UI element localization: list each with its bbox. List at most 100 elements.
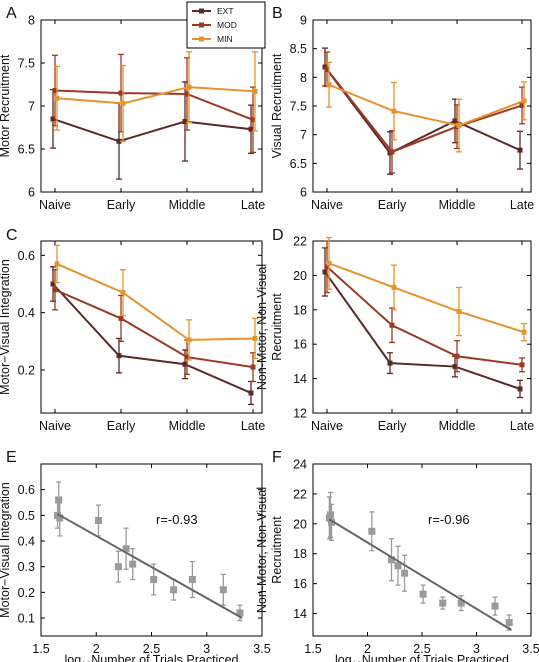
x-tick-label-late: Late bbox=[510, 419, 534, 433]
y-axis-label: Visual Recruitment bbox=[270, 53, 284, 158]
y-axis-label: Non-Motor, Non-Visual bbox=[255, 487, 269, 613]
y-tick-label: 7.5 bbox=[18, 57, 35, 71]
series-mod bbox=[324, 240, 525, 373]
series-line bbox=[52, 117, 252, 143]
x-tick-label-early: Early bbox=[378, 419, 407, 433]
data-point bbox=[517, 386, 523, 392]
data-point bbox=[150, 576, 158, 584]
data-point bbox=[322, 269, 328, 275]
x-tick-label-early: Early bbox=[378, 198, 407, 212]
chart-non-motor-recruitment: 12 14 16 18 20 22 Naive Early Middle Late Non-Moto… bbox=[255, 235, 534, 434]
data-point bbox=[52, 88, 58, 94]
data-point bbox=[252, 88, 258, 94]
panel-letter-c: C bbox=[6, 227, 18, 244]
x-tick-label-late: Late bbox=[241, 419, 265, 433]
series-min bbox=[54, 244, 258, 361]
series-min bbox=[326, 236, 527, 342]
scatter-points bbox=[325, 491, 513, 631]
panel-letter-f: F bbox=[272, 449, 282, 466]
data-point bbox=[52, 287, 58, 293]
panel-letter-a: A bbox=[6, 5, 17, 22]
data-point bbox=[54, 95, 60, 101]
data-point bbox=[387, 556, 395, 564]
series-ext bbox=[50, 266, 254, 406]
y-tick-label: 16 bbox=[293, 338, 307, 352]
x-tick-label-late: Late bbox=[510, 198, 534, 212]
y-tick-label: 7.5 bbox=[290, 100, 307, 114]
y-tick-label: 24 bbox=[293, 458, 307, 472]
data-point bbox=[491, 602, 499, 610]
y-axis-label: Motor−Visual Integration bbox=[0, 259, 12, 395]
data-point bbox=[184, 354, 190, 360]
x-tick-label-middle: Middle bbox=[439, 419, 476, 433]
x-tick-label-middle: Middle bbox=[169, 198, 206, 212]
legend-marker bbox=[199, 8, 204, 14]
y-tick-label: 9 bbox=[300, 14, 307, 28]
y-tick-label: 12 bbox=[293, 407, 307, 421]
y-axis-label: Motor Recruitment bbox=[0, 54, 12, 157]
data-point bbox=[454, 353, 460, 359]
series-mod bbox=[52, 269, 256, 383]
legend-marker bbox=[199, 22, 204, 28]
data-point bbox=[250, 117, 256, 123]
series-line bbox=[56, 86, 256, 105]
y-tick-label: 8 bbox=[300, 71, 307, 85]
data-point bbox=[391, 108, 397, 114]
data-point bbox=[186, 337, 192, 343]
y-tick-label: 20 bbox=[293, 269, 307, 283]
series-line bbox=[56, 263, 256, 341]
series-line bbox=[326, 68, 523, 154]
y-tick-label: 0.2 bbox=[18, 364, 35, 378]
y-tick-label: 22 bbox=[293, 487, 307, 501]
chart-motor-visual-integration: 0.2 0.4 0.6 Naive Early Middle Late Motor−Visua… bbox=[0, 240, 265, 433]
data-point bbox=[50, 116, 56, 122]
data-point bbox=[188, 576, 196, 584]
data-point bbox=[439, 599, 447, 607]
data-point bbox=[252, 335, 258, 341]
x-tick-label: 2 bbox=[364, 642, 371, 656]
series-min bbox=[326, 61, 527, 153]
x-tick-label-early: Early bbox=[107, 198, 136, 212]
y-tick-label: 0.6 bbox=[18, 483, 35, 497]
data-point bbox=[368, 527, 376, 535]
fit-line bbox=[328, 518, 512, 631]
x-tick-label: 3 bbox=[203, 642, 210, 656]
fit-line bbox=[57, 513, 243, 619]
y-tick-label: 18 bbox=[293, 303, 307, 317]
y-axis-label: Motor−Visual Integration bbox=[0, 482, 12, 618]
plot-frame bbox=[312, 19, 532, 193]
series-min bbox=[54, 51, 258, 142]
data-point bbox=[324, 264, 330, 270]
scatter-points bbox=[54, 481, 244, 622]
legend-marker bbox=[199, 36, 204, 42]
data-point bbox=[505, 619, 513, 627]
data-point bbox=[182, 361, 188, 367]
chart-recruitment-vs-trials: 14 16 18 20 22 24 1.5 2 2.5 3 3.5 r=-0.96 log10Numbe… bbox=[255, 458, 539, 662]
data-point bbox=[118, 315, 124, 321]
x-tick-label-late: Late bbox=[241, 198, 265, 212]
y-tick-label: 7 bbox=[300, 128, 307, 142]
plot-frame bbox=[312, 240, 532, 414]
y-tick-label: 6 bbox=[300, 186, 307, 200]
data-point bbox=[394, 562, 402, 570]
data-point bbox=[389, 149, 395, 155]
chart-integration-vs-trials: 0.1 0.2 0.3 0.4 0.5 0.6 1.5 2 2.5 3 3.5 r=-0.93 log1… bbox=[0, 463, 271, 662]
correlation-annotation: r=-0.96 bbox=[428, 512, 470, 527]
data-point bbox=[94, 516, 102, 524]
x-tick-label-middle: Middle bbox=[439, 198, 476, 212]
x-tick-label: 2.5 bbox=[143, 642, 160, 656]
x-tick-label: 2.5 bbox=[413, 642, 430, 656]
x-tick-label-early: Early bbox=[107, 419, 136, 433]
y-tick-label: 16 bbox=[293, 577, 307, 591]
y-tick-label: 0.2 bbox=[18, 586, 35, 600]
y-tick-label: 22 bbox=[293, 235, 307, 249]
y-tick-label: 14 bbox=[293, 607, 307, 621]
data-point bbox=[248, 126, 254, 132]
data-point bbox=[519, 362, 525, 368]
x-tick-label: 1.5 bbox=[304, 642, 321, 656]
y-tick-label: 0.4 bbox=[18, 535, 35, 549]
y-tick-label: 6.5 bbox=[18, 143, 35, 157]
data-point bbox=[391, 284, 397, 290]
data-point bbox=[116, 138, 122, 144]
data-point bbox=[184, 91, 190, 97]
